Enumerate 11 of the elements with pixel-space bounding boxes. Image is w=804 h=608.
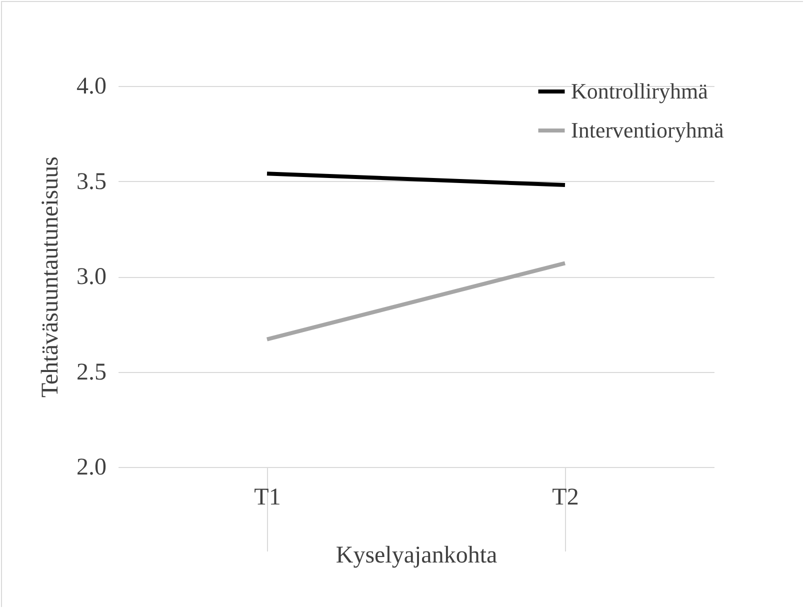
legend-label: Kontrolliryhmä xyxy=(571,78,708,104)
y-tick-label: 2.0 xyxy=(76,454,106,480)
y-tick-label: 4.0 xyxy=(76,74,106,100)
y-tick-label: 3.5 xyxy=(76,168,106,195)
x-tick-label: T2 xyxy=(552,484,579,510)
y-tick-label: 3.0 xyxy=(76,264,106,290)
y-axis-title: Tehtäväsuuntautuneisuus xyxy=(38,156,64,398)
legend-label: Interventioryhmä xyxy=(571,118,724,142)
x-axis-title: Kyselyajankohta xyxy=(336,542,498,568)
y-tick-label: 2.5 xyxy=(76,359,106,386)
x-tick-label: T1 xyxy=(254,484,281,510)
